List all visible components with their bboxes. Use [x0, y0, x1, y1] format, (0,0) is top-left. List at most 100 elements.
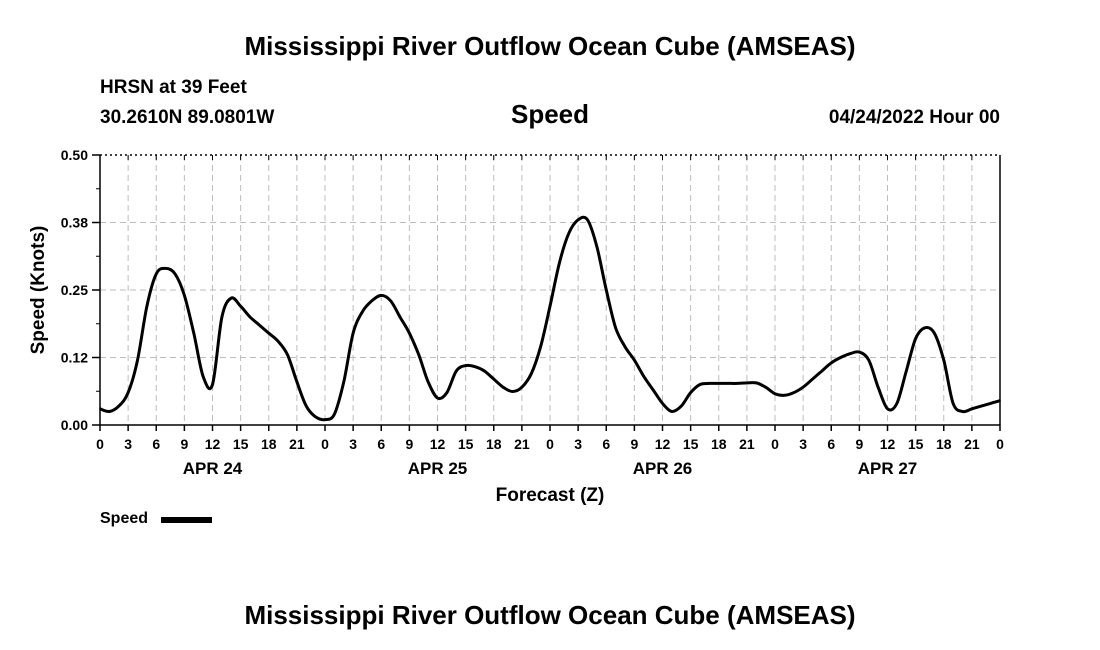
- speed-data-point: [736, 382, 739, 385]
- speed-data-point: [183, 294, 186, 297]
- x-tick-label: 12: [880, 436, 896, 452]
- speed-data-point: [399, 316, 401, 318]
- speed-data-point: [502, 386, 504, 389]
- x-tick-label: 0: [321, 436, 329, 452]
- speed-data-point: [277, 340, 279, 343]
- day-label: APR 25: [408, 459, 468, 478]
- speed-data-point: [389, 300, 392, 302]
- day-label: APR 27: [858, 459, 918, 478]
- speed-data-point: [483, 370, 486, 372]
- speed-data-point: [127, 391, 129, 394]
- speed-data-point: [896, 402, 898, 405]
- speed-data-point: [464, 364, 467, 367]
- speed-data-point: [755, 382, 758, 384]
- speed-data-point: [614, 327, 617, 329]
- speed-data-point: [324, 418, 326, 421]
- speed-data-point: [296, 381, 298, 383]
- x-tick-label: 21: [739, 436, 755, 452]
- speed-data-point: [361, 310, 364, 313]
- speed-data-point: [258, 324, 261, 326]
- x-tick-label: 15: [683, 436, 699, 452]
- x-tick-label: 12: [205, 436, 221, 452]
- speed-data-point: [661, 402, 664, 405]
- speed-data-point: [830, 362, 833, 364]
- speed-data-point: [839, 356, 842, 359]
- x-tick-label: 18: [711, 436, 727, 452]
- y-tick-label: 0.50: [61, 147, 88, 163]
- speed-data-point: [783, 394, 786, 397]
- x-tick-label: 12: [430, 436, 446, 452]
- speed-data-point: [605, 289, 608, 291]
- speed-data-point: [961, 410, 964, 413]
- x-tick-label: 21: [964, 436, 980, 452]
- speed-data-point: [511, 390, 514, 393]
- speed-data-point: [699, 383, 701, 386]
- speed-data-point: [118, 405, 120, 407]
- speed-data-point: [427, 381, 429, 383]
- speed-data-point: [455, 370, 458, 372]
- speed-data-point: [980, 405, 983, 407]
- speed-data-point: [286, 354, 289, 356]
- x-tick-label: 15: [458, 436, 474, 452]
- speed-data-point: [689, 391, 692, 394]
- speed-data-point: [221, 316, 223, 318]
- speed-data-point: [99, 408, 101, 410]
- speed-data-point: [155, 273, 158, 275]
- speed-data-point: [624, 345, 626, 348]
- speed-data-point: [352, 332, 354, 335]
- y-tick-label: 0.12: [61, 350, 88, 366]
- x-tick-label: 0: [546, 436, 554, 452]
- speed-data-point: [530, 372, 533, 375]
- speed-data-point: [774, 392, 776, 395]
- x-tick-label: 0: [771, 436, 779, 452]
- speed-data-point: [868, 359, 870, 362]
- speed-data-point: [999, 399, 1001, 402]
- speed-data-point: [239, 305, 242, 308]
- x-tick-label: 3: [799, 436, 807, 452]
- footer-title: Mississippi River Outflow Ocean Cube (AM…: [244, 600, 856, 630]
- speed-data-point: [746, 382, 748, 384]
- speed-data-point: [539, 345, 542, 348]
- speed-data-point: [886, 408, 889, 410]
- y-tick-label: 0.25: [61, 282, 88, 298]
- x-tick-label: 6: [377, 436, 385, 452]
- variable-title: Speed: [510, 99, 590, 129]
- speed-data-point: [914, 337, 917, 340]
- speed-data-point: [793, 391, 795, 394]
- speed-data-point: [249, 316, 251, 318]
- speed-data-point: [549, 305, 551, 308]
- speed-data-point: [436, 397, 439, 399]
- speed-data-point: [164, 267, 167, 270]
- x-tick-label: 12: [655, 436, 671, 452]
- speed-data-point: [493, 378, 495, 380]
- speed-data-point: [989, 402, 992, 405]
- speed-data-point: [971, 408, 973, 410]
- speed-data-point: [568, 232, 570, 235]
- x-tick-label: 3: [574, 436, 582, 452]
- x-tick-label: 18: [486, 436, 502, 452]
- x-tick-label: 9: [405, 436, 413, 452]
- speed-data-point: [380, 294, 383, 297]
- speed-data-point: [905, 370, 908, 372]
- speed-data-point: [202, 375, 204, 378]
- speed-data-point: [680, 405, 683, 407]
- day-label: APR 26: [633, 459, 693, 478]
- speed-data-point: [521, 386, 523, 389]
- speed-data-point: [952, 402, 954, 405]
- y-tick-label: 0.38: [61, 215, 88, 231]
- x-tick-label: 9: [855, 436, 863, 452]
- speed-data-point: [933, 332, 936, 335]
- speed-data-point: [727, 382, 729, 385]
- speed-data-point: [802, 386, 804, 389]
- speed-data-point: [586, 219, 589, 221]
- x-tick-label: 6: [827, 436, 835, 452]
- speed-data-point: [305, 405, 308, 407]
- speed-data-point: [764, 386, 767, 389]
- speed-data-point: [211, 383, 214, 386]
- x-tick-label: 21: [289, 436, 305, 452]
- speed-data-point: [596, 246, 598, 248]
- speed-data-point: [343, 381, 345, 383]
- legend-swatch: [161, 517, 212, 523]
- x-tick-label: 6: [152, 436, 160, 452]
- speed-data-point: [174, 273, 176, 275]
